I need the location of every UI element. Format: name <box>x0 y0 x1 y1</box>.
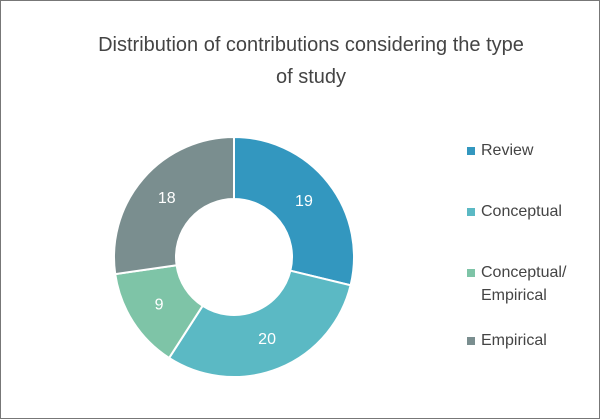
slice <box>113 135 235 276</box>
legend-swatch <box>467 147 475 155</box>
legend-label: Review <box>481 142 534 159</box>
legend-item: Review <box>467 139 581 162</box>
legend-item: Conceptual/ Empirical <box>467 261 581 307</box>
data-label: 18 <box>158 190 176 207</box>
data-label: 19 <box>295 193 313 210</box>
data-label: 9 <box>155 296 164 313</box>
chart-title: Distribution of contributions considerin… <box>98 34 524 88</box>
slice <box>233 135 355 287</box>
legend-swatch <box>467 337 475 345</box>
legend-label: Conceptual <box>481 203 562 220</box>
legend-swatch <box>467 269 475 277</box>
legend-item: Conceptual <box>467 200 581 223</box>
legend-label: Conceptual/ Empirical <box>481 264 567 304</box>
slice <box>167 269 352 378</box>
legend-label: Empirical <box>481 332 547 349</box>
legend-swatch <box>467 208 475 216</box>
data-label: 20 <box>258 331 276 348</box>
legend-item: Empirical <box>467 329 581 352</box>
